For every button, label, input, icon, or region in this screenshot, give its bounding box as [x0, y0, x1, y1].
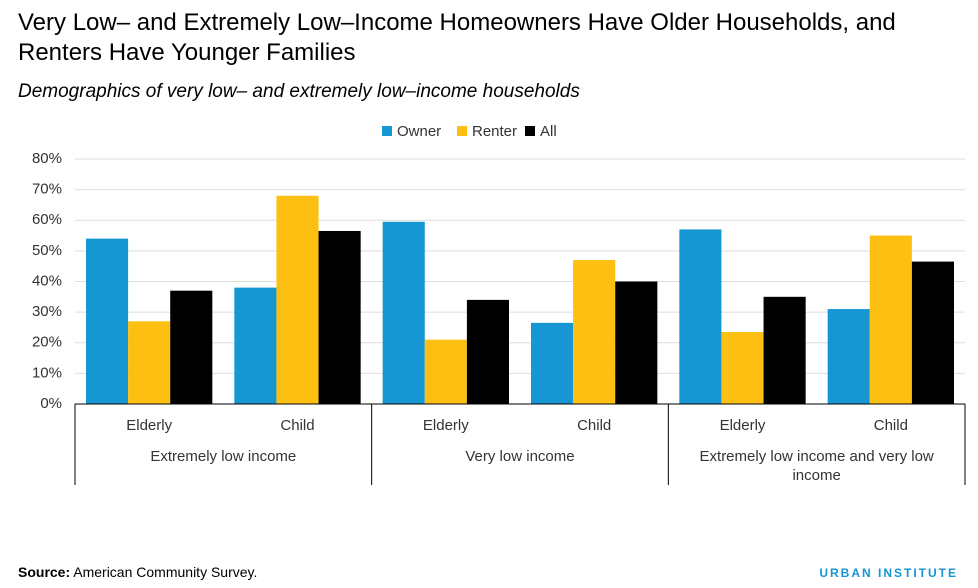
legend-swatch [382, 126, 392, 136]
bar [424, 339, 467, 404]
bar [276, 195, 319, 404]
legend-swatch [525, 126, 535, 136]
source-text: American Community Survey. [73, 564, 258, 580]
bar [615, 281, 658, 404]
bar [170, 290, 213, 404]
legend-swatch [457, 126, 467, 136]
y-tick-label: 40% [32, 272, 62, 289]
chart-title: Very Low– and Extremely Low–Income Homeo… [18, 9, 896, 66]
y-tick-label: 50% [32, 242, 62, 259]
bar [234, 287, 277, 404]
x-tick-label: Elderly [126, 417, 172, 434]
y-tick-label: 0% [40, 395, 62, 412]
brand: URBAN INSTITUTE [819, 566, 958, 580]
source-label: Source: [18, 564, 71, 580]
x-tick-label: Child [577, 417, 611, 434]
x-tick-label: Elderly [720, 417, 766, 434]
group-label: Very low income [465, 448, 575, 465]
bar [827, 309, 870, 404]
bar [721, 332, 764, 404]
x-tick-label: Child [280, 417, 314, 434]
y-tick-label: 70% [32, 181, 62, 198]
bar [128, 321, 171, 404]
y-tick-label: 60% [32, 211, 62, 228]
y-tick-label: 20% [32, 334, 62, 351]
legend-label: All [540, 123, 557, 140]
bar [382, 221, 425, 404]
bar [869, 235, 912, 404]
y-tick-label: 80% [32, 150, 62, 167]
y-tick-label: 10% [32, 364, 62, 381]
bar [763, 296, 806, 404]
legend-label: Renter [472, 123, 517, 140]
bar [86, 238, 129, 404]
legend-label: Owner [397, 123, 441, 140]
bar [318, 230, 361, 404]
y-tick-label: 30% [32, 303, 62, 320]
x-tick-label: Elderly [423, 417, 469, 434]
source: Source: American Community Survey. [18, 564, 257, 580]
group-label: Extremely low income and very low income [699, 448, 934, 484]
bar [911, 261, 954, 404]
x-tick-label: Child [874, 417, 908, 434]
bar [679, 229, 722, 404]
chart-subtitle: Demographics of very low– and extremely … [18, 81, 580, 102]
bar [531, 322, 574, 404]
group-label: Extremely low income [150, 448, 297, 465]
bar [466, 299, 509, 404]
bar [573, 260, 616, 404]
